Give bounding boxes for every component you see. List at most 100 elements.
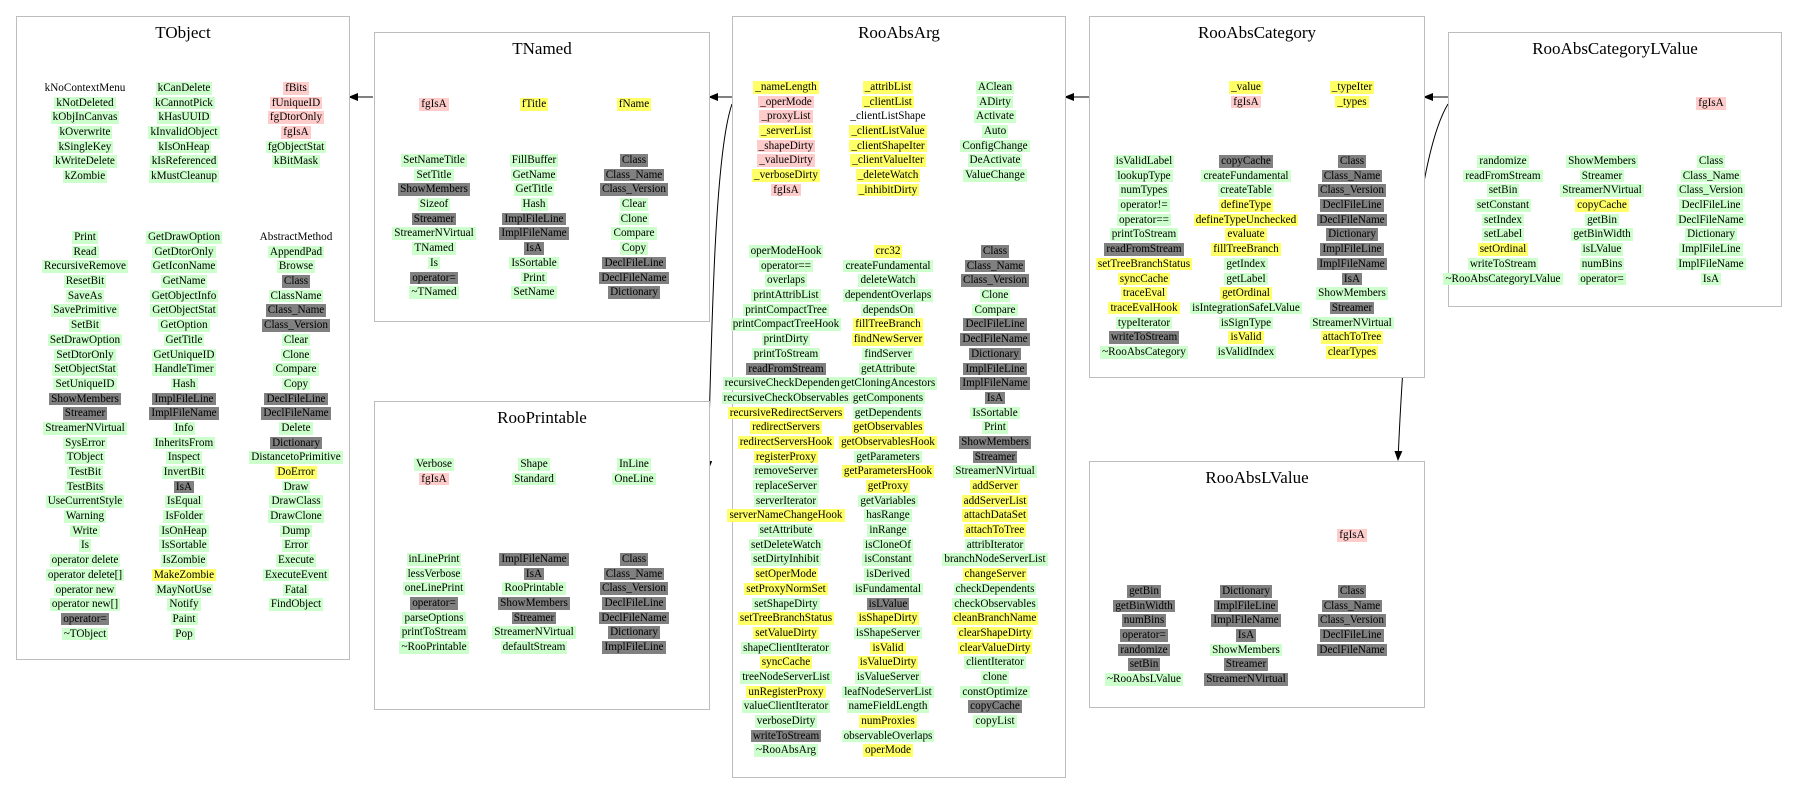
member-column-2: kCanDelete kCannotPick kHasUUID kInvalidObj… <box>114 81 254 184</box>
member-showmembers: ShowMembers <box>49 392 121 407</box>
member-label: operator new <box>53 583 117 597</box>
member-label: isCloneOf <box>863 538 913 552</box>
member-label: Dictionary <box>608 626 660 640</box>
method-column-3: Class Class_Name Class_Version DeclFileLine… <box>564 552 704 655</box>
member-label: GetDrawOption <box>145 231 223 244</box>
member-isa: IsA <box>984 391 1006 406</box>
member-is: Is <box>78 538 92 553</box>
member-label: Pop <box>173 627 195 641</box>
member-setuniqueid: SetUniqueID <box>53 377 117 392</box>
member-label: fName <box>616 98 652 111</box>
member-label: Class <box>1337 585 1367 598</box>
member-blank <box>1599 96 1606 111</box>
member-iszombie: IsZombie <box>160 553 208 568</box>
member-isa: IsA <box>173 480 195 495</box>
member-label: IsA <box>984 391 1006 405</box>
member-redirectservershook: redirectServersHook <box>737 435 835 450</box>
member-isa: IsA <box>1235 628 1257 643</box>
member-class-name: Class_Name <box>603 567 665 582</box>
member-types: _types <box>1335 95 1369 110</box>
member-label: TObject <box>64 451 106 464</box>
member-operator: operator== <box>759 259 813 274</box>
member-class: Class <box>619 552 649 567</box>
member-label: Inspect <box>165 451 203 464</box>
member-createfundamental: createFundamental <box>1201 169 1291 184</box>
member-islvalue: isLValue <box>866 597 910 612</box>
member-setattribute: setAttribute <box>757 523 815 538</box>
member-column-1: Verbose fgIsA <box>364 457 504 486</box>
member-label: SetUniqueID <box>53 377 117 391</box>
member-write: Write <box>70 524 100 539</box>
member-label: syncCache <box>1117 272 1171 286</box>
member-notify: Notify <box>167 597 201 612</box>
member-label: getBinWidth <box>1571 228 1633 242</box>
member-class-version: Class_Version <box>1317 613 1386 628</box>
member-label: kNoContextMenu <box>44 82 126 94</box>
member-setopermode: setOperMode <box>753 567 819 582</box>
member-label: printToStream <box>751 347 821 361</box>
member-label <box>1243 529 1250 542</box>
member-label: Compare <box>611 227 657 241</box>
member-label: setBin <box>1127 658 1161 672</box>
member-label: constOptimize <box>960 685 1030 699</box>
member-label: getParameters <box>854 450 922 464</box>
member-label: findServer <box>862 347 914 361</box>
member-label: isValid <box>1228 331 1264 344</box>
member-serveriterator: serverIterator <box>753 494 819 509</box>
member-operator-delete: operator delete <box>49 553 121 568</box>
member-printattriblist: printAttribList <box>751 288 821 303</box>
class-title: RooAbsLValue <box>1205 468 1309 487</box>
member-label: copyCache <box>968 700 1022 713</box>
member-label: evaluate <box>1225 228 1267 242</box>
member-setconstant: setConstant <box>1474 198 1532 213</box>
member-branchnodeserverlist: branchNodeServerList <box>942 552 1048 567</box>
member-fatal: Fatal <box>282 583 310 598</box>
member-label: Class_Version <box>599 183 668 196</box>
member-label: getCloningAncestors <box>838 377 938 390</box>
member-class-version: Class_Version <box>599 581 668 596</box>
member-label: Copy <box>619 242 649 255</box>
member-typeiterator: typeIterator <box>1115 316 1173 331</box>
member-label: Class_Name <box>265 304 327 318</box>
member-label: DoError <box>275 466 317 479</box>
member-label: Is <box>427 256 441 270</box>
member-compare: Compare <box>972 303 1018 318</box>
member-label: _operMode <box>758 95 814 109</box>
member-label: Clone <box>979 289 1011 302</box>
member-getbinwidth: getBinWidth <box>1113 599 1175 614</box>
member-findnewserver: findNewServer <box>851 332 925 347</box>
member-implfilename: ImplFileName <box>499 226 569 241</box>
member-label: isValid <box>870 641 906 655</box>
member-setnametitle: SetNameTitle <box>401 153 467 168</box>
member-label: ~TNamed <box>409 286 459 299</box>
member-label: StreamerNVirtual <box>492 626 576 640</box>
member-fgisa: fgIsA <box>419 97 449 112</box>
member-fname: fName <box>616 97 652 112</box>
member-dependentoverlaps: dependentOverlaps <box>842 288 934 303</box>
member-showmembers: ShowMembers <box>1566 154 1638 169</box>
member-randomize: randomize <box>1477 154 1529 169</box>
member-label: _serverList <box>758 125 814 138</box>
member-getdependents: getDependents <box>852 406 924 421</box>
member-label: operator== <box>1117 213 1171 227</box>
member-class-name: Class_Name <box>603 168 665 183</box>
member-isshapeserver: isShapeServer <box>853 626 922 641</box>
member-label: Delete <box>279 421 313 435</box>
member-label: GetObjectInfo <box>149 289 219 303</box>
member-clear: Clear <box>281 333 311 348</box>
member-label: SetNameTitle <box>401 154 467 167</box>
member-label: typeIterator <box>1115 316 1173 330</box>
member-recursiveremove: RecursiveRemove <box>41 259 129 274</box>
member-label: nameFieldLength <box>846 700 930 713</box>
member-label: unRegisterProxy <box>746 685 826 699</box>
member-saveas: SaveAs <box>65 289 105 304</box>
class-box-rooabslvalue: RooAbsLValue fgIsA getBin getBinWidth numBi… <box>1089 461 1425 708</box>
member-ftitle: fTitle <box>519 97 549 112</box>
member-attriblist: _attribList <box>862 80 914 95</box>
member-label: Paint <box>170 612 198 626</box>
member-label: kBitMask <box>271 155 321 169</box>
member-class-version: Class_Version <box>599 182 668 197</box>
member-recursivecheckobservables: recursiveCheckObservables <box>721 391 851 406</box>
member-label: DeclFileLine <box>1679 199 1743 212</box>
member-rooabscategorylvalue: ~RooAbsCategoryLValue <box>1443 272 1563 287</box>
